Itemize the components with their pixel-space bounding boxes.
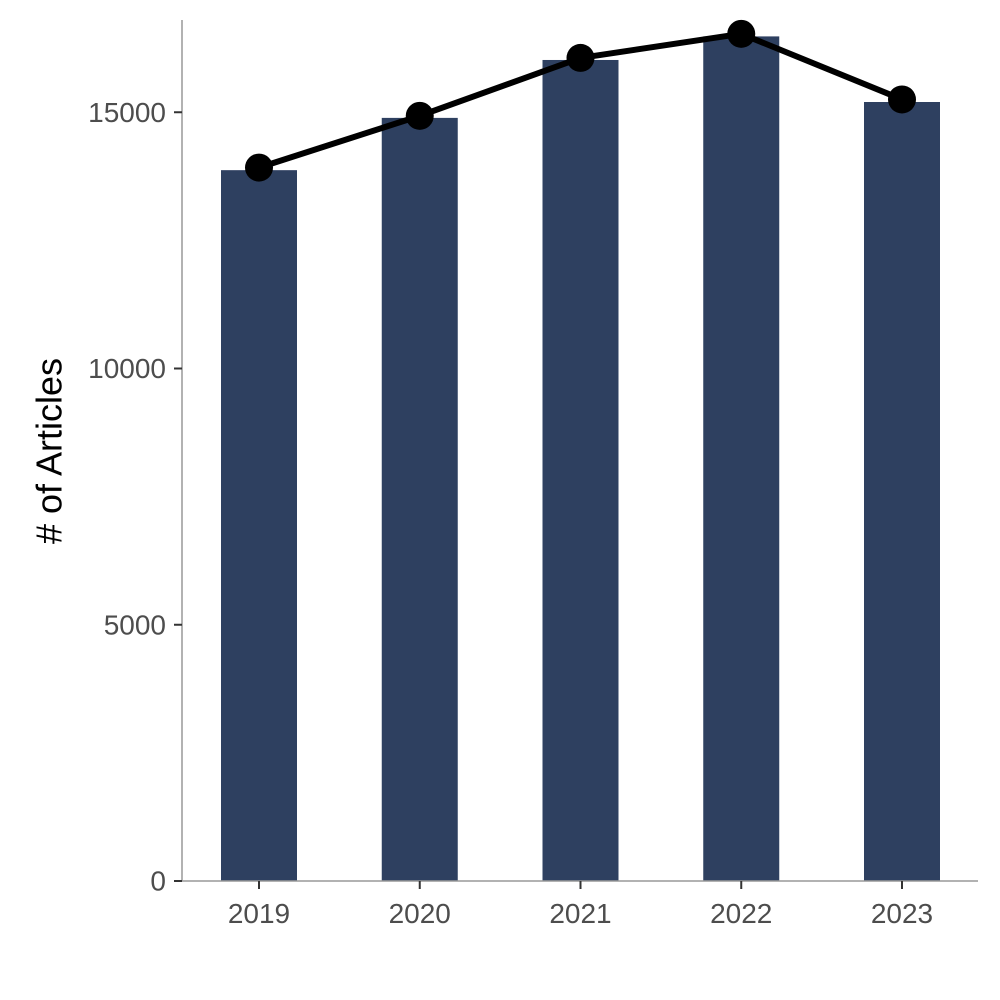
labels-layer: # of Articles (29, 358, 70, 544)
x-tick-label: 2023 (871, 898, 933, 929)
line-point-2020 (405, 101, 434, 130)
y-tick-label: 10000 (88, 353, 166, 384)
x-tick-label: 2022 (710, 898, 772, 929)
bar-2020 (381, 117, 458, 881)
line-point-2022 (727, 19, 756, 48)
y-tick-label: 0 (150, 866, 166, 897)
bar-2022 (703, 36, 780, 881)
line-point-2021 (566, 43, 595, 72)
bar-2021 (542, 59, 619, 882)
ticks-layer: 0 5000 10000 15000 2019 2020 2021 2022 2023 (88, 97, 933, 929)
x-tick-label: 2021 (549, 898, 611, 929)
bar-2019 (221, 170, 297, 882)
bar-2023 (864, 102, 940, 881)
line-point-2019 (245, 153, 273, 182)
x-tick-label: 2019 (228, 898, 290, 929)
y-tick-label: 15000 (88, 97, 166, 128)
y-axis-title: # of Articles (29, 358, 70, 544)
line-layer (245, 19, 916, 182)
line-point-2023 (888, 85, 916, 114)
bars-layer (221, 36, 940, 882)
x-tick-label: 2020 (389, 898, 451, 929)
y-tick-label: 5000 (104, 609, 166, 640)
